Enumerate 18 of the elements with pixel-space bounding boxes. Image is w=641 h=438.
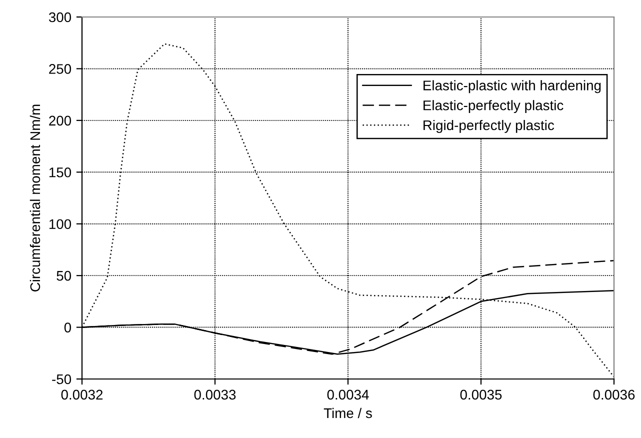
y-tick-label: 0 bbox=[64, 322, 72, 332]
y-tick-label: 150 bbox=[49, 167, 72, 178]
y-tick-label: 250 bbox=[49, 64, 72, 74]
y-tick-label: 300 bbox=[48, 12, 72, 22]
x-tick-label: 0.0033 bbox=[194, 390, 236, 400]
x-tick-label: 0.0032 bbox=[61, 390, 103, 400]
legend-label: Elastic-plastic with hardening bbox=[424, 80, 601, 94]
x-axis-title: Time / s bbox=[324, 408, 372, 418]
legend-label: Rigid-perfectly plastic bbox=[424, 120, 554, 133]
x-tick-label: 0.0034 bbox=[327, 390, 369, 400]
y-tick-label: 200 bbox=[49, 116, 72, 126]
x-tick-label: 0.0035 bbox=[460, 390, 502, 400]
x-tick-label: 0.0036 bbox=[593, 390, 635, 400]
y-tick-label: 50 bbox=[56, 270, 72, 281]
y-tick-label: -50 bbox=[52, 374, 72, 384]
legend-label: Elastic-perfectly plastic bbox=[424, 100, 564, 114]
y-tick-label: 100 bbox=[49, 219, 72, 230]
y-axis-title: Circumferential moment Nm/m bbox=[30, 104, 40, 292]
